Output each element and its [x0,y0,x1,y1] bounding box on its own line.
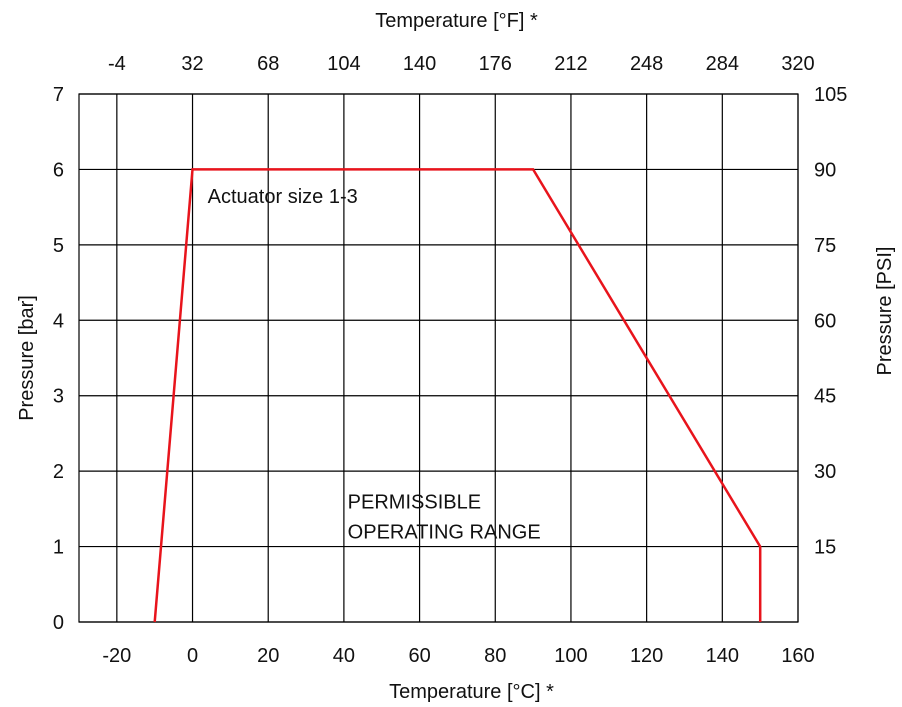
top-x-tick-label: 32 [181,53,203,75]
annotation-label: Actuator size 1-3 [208,186,358,208]
x-tick-label: 160 [781,645,814,667]
top-x-tick-label: 248 [630,53,663,75]
top-x-tick-label: -4 [108,53,126,75]
y-tick-label: 3 [53,386,64,408]
annotations: Actuator size 1-3 PERMISSIBLE OPERATING RA… [208,186,541,544]
top-x-tick-label: 68 [257,53,279,75]
right-y-tick-label: 60 [814,310,836,332]
right-y-axis-title: Pressure [PSI] [874,247,896,376]
x-tick-label: 100 [554,645,587,667]
x-axis-title: Temperature [°C] * [389,681,554,703]
tick-labels: -20-403220684010460140801761002121202481… [53,53,848,667]
x-tick-label: 20 [257,645,279,667]
x-tick-label: 140 [706,645,739,667]
top-x-tick-label: 140 [403,53,436,75]
x-tick-label: 60 [408,645,430,667]
y-axis-title: Pressure [bar] [16,295,38,421]
top-x-tick-label: 104 [327,53,360,75]
top-x-axis-title: Temperature [°F] * [375,10,538,32]
top-x-tick-label: 284 [706,53,739,75]
right-y-tick-label: 75 [814,235,836,257]
x-tick-label: 80 [484,645,506,667]
annotation-label: OPERATING RANGE [348,521,541,543]
x-tick-label: -20 [102,645,131,667]
top-x-tick-label: 320 [781,53,814,75]
y-tick-label: 7 [53,84,64,106]
right-y-tick-label: 45 [814,386,836,408]
top-x-tick-label: 176 [479,53,512,75]
y-tick-label: 1 [53,537,64,559]
y-tick-label: 0 [53,612,64,634]
top-x-tick-label: 212 [554,53,587,75]
y-tick-label: 4 [53,310,64,332]
y-tick-label: 6 [53,159,64,181]
plot-frame [78,93,799,623]
x-tick-label: 0 [187,645,198,667]
series-layer [153,168,762,623]
right-y-tick-label: 105 [814,84,847,106]
x-tick-label: 120 [630,645,663,667]
x-tick-label: 40 [333,645,355,667]
annotation-label: PERMISSIBLE [348,491,481,513]
y-tick-label: 2 [53,461,64,483]
right-y-tick-label: 15 [814,537,836,559]
right-y-tick-label: 90 [814,159,836,181]
y-tick-label: 5 [53,235,64,257]
right-y-tick-label: 30 [814,461,836,483]
operating-range-line [153,168,762,623]
